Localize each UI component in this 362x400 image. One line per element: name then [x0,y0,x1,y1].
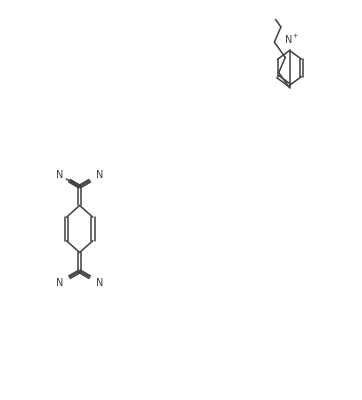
Text: N$^+$: N$^+$ [283,33,299,46]
Text: N: N [96,278,104,288]
Text: N: N [56,278,63,288]
Text: N: N [96,170,104,180]
Text: N: N [56,170,63,180]
